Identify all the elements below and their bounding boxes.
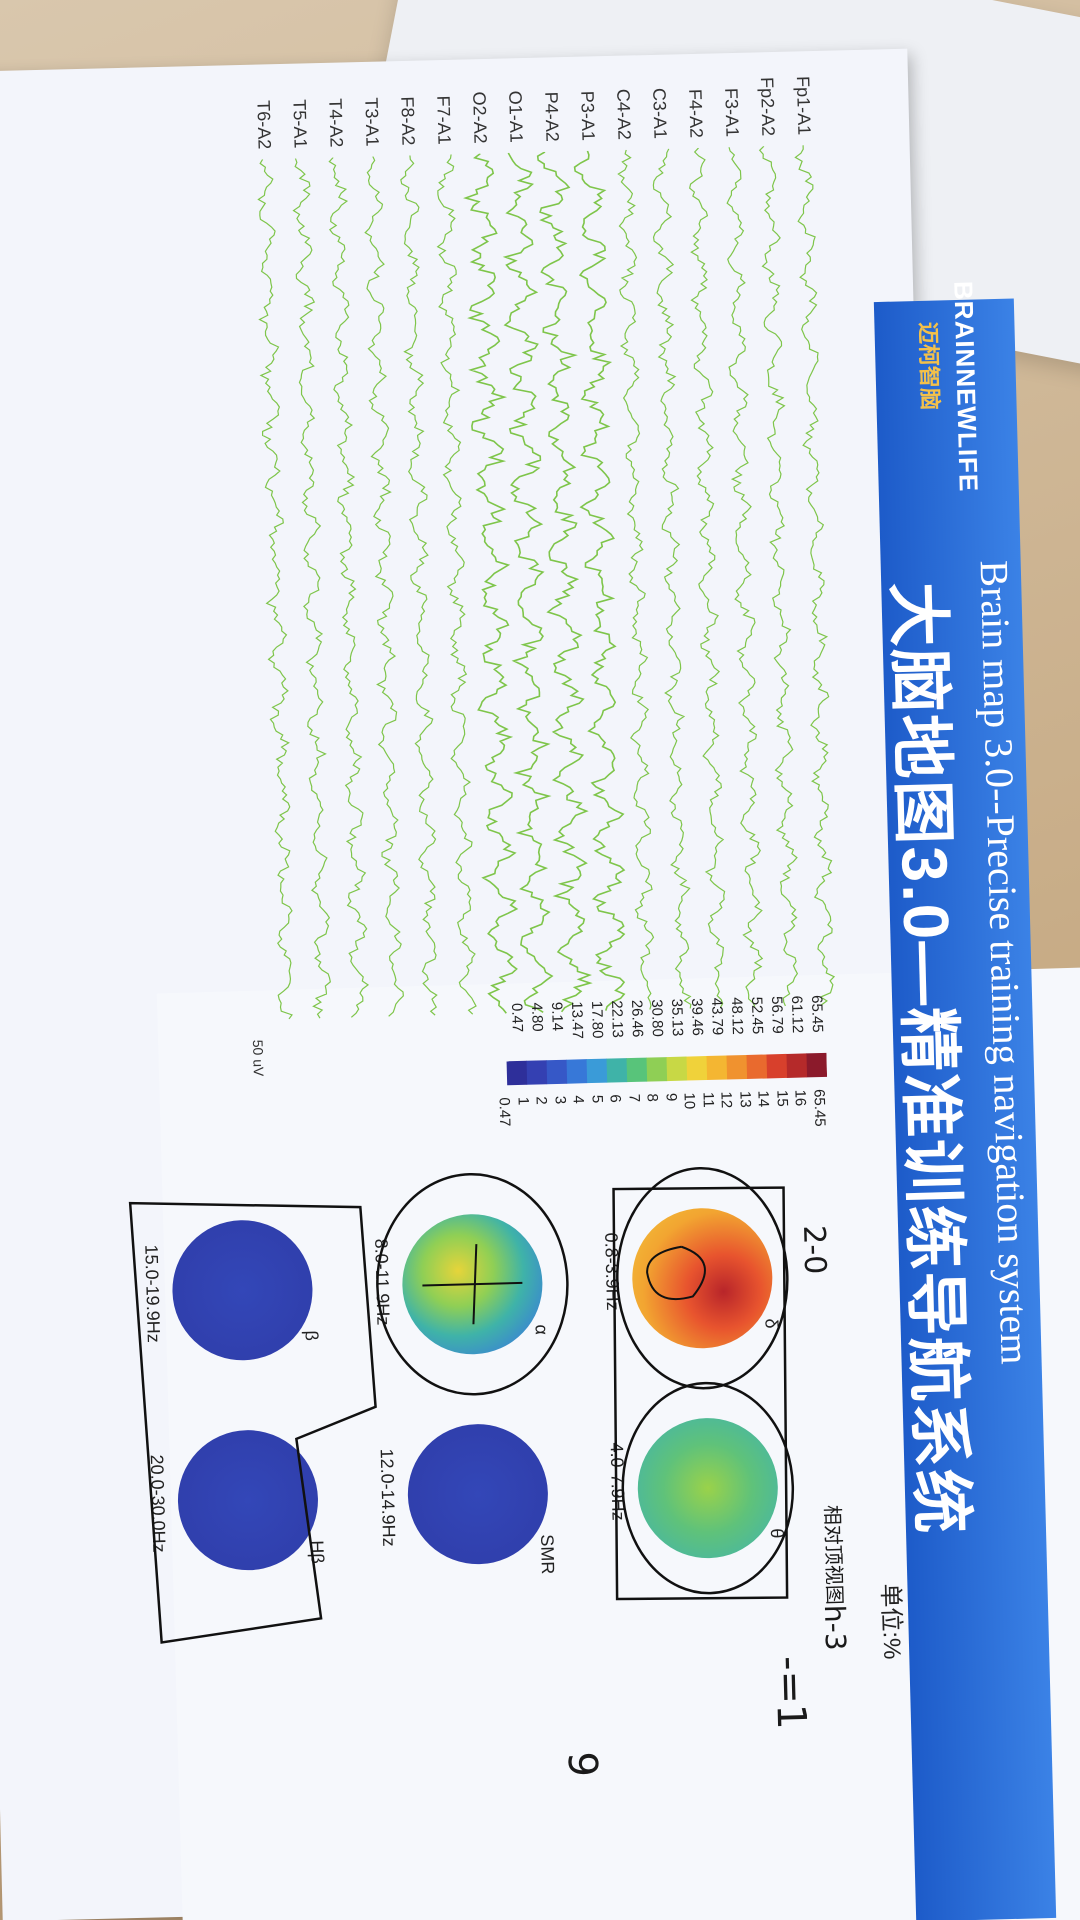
rotated-page-content: BRAINNEWLIFE 迈柯智脑 Brain map 3.0--Precise… [0, 40, 1047, 1866]
hand-note-3: -=1 [766, 1655, 815, 1731]
pen-mark-delta-top [646, 1245, 706, 1301]
eeg-trace [536, 151, 593, 1013]
colorbar-segment [785, 1053, 808, 1078]
colorbar-segment [566, 1059, 588, 1084]
pen-cross-vertical [422, 1281, 523, 1287]
pen-cross-horizontal [472, 1244, 478, 1325]
eeg-trace [502, 152, 554, 1013]
eeg-trace [617, 149, 655, 1010]
colorbar-segment [686, 1056, 708, 1081]
eeg-trace [726, 146, 764, 1007]
colorbar-segment [805, 1052, 828, 1078]
pen-circle-theta [621, 1381, 795, 1595]
eeg-trace [292, 158, 331, 1019]
colorbar-segment [666, 1056, 688, 1082]
eeg-trace [573, 150, 626, 1011]
pen-outline-beta [128, 1201, 377, 1644]
eeg-trace [364, 156, 404, 1017]
colorbar: 65.45 61.12 56.79 52.45 48.12 43.79 39.46 35.13… [496, 995, 828, 1127]
colorbar-segment [586, 1058, 608, 1084]
colorbar-segment [646, 1057, 668, 1082]
colorbar-segment [526, 1060, 548, 1085]
eeg-trace [689, 147, 726, 1008]
pen-circle-delta [616, 1166, 789, 1390]
eeg-trace [328, 157, 370, 1018]
colorbar-segment [725, 1054, 748, 1080]
hand-relative-top-view: 相对顶视图 [820, 1504, 847, 1606]
pen-box-delta-theta [612, 1186, 789, 1601]
eeg-trace [758, 145, 799, 1007]
hand-note-2: h-3 [817, 1604, 853, 1651]
colorbar-segment [745, 1054, 768, 1079]
colorbar-segment [546, 1059, 568, 1085]
hand-note-4: 9 [558, 1750, 606, 1778]
eeg-trace [400, 155, 438, 1016]
colorbar-segment [765, 1053, 788, 1079]
colorbar-segment [606, 1058, 628, 1083]
pen-annotations [128, 1166, 795, 1644]
eeg-trace [652, 148, 692, 1009]
colorbar-segment [626, 1057, 648, 1083]
eeg-trace [794, 145, 836, 1006]
pen-circle-alpha [376, 1172, 569, 1396]
eeg-trace [463, 153, 519, 1014]
colorbar-segment [506, 1060, 528, 1086]
eeg-trace [257, 159, 293, 1020]
eeg-traces [257, 145, 836, 1020]
colorbar-gradient [506, 1052, 828, 1086]
hand-note-1: 2-0 [795, 1224, 833, 1275]
colorbar-segment [705, 1055, 728, 1081]
eeg-trace [436, 154, 477, 1015]
